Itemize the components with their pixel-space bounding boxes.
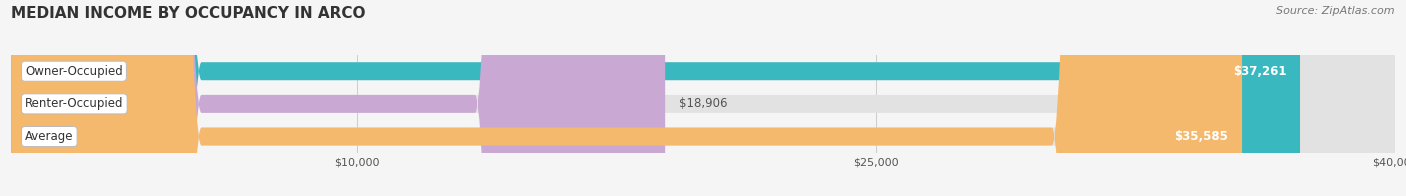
FancyBboxPatch shape <box>11 0 665 196</box>
FancyBboxPatch shape <box>11 0 1395 196</box>
FancyBboxPatch shape <box>11 0 1395 196</box>
Text: Average: Average <box>25 130 73 143</box>
FancyBboxPatch shape <box>11 0 1395 196</box>
Text: Source: ZipAtlas.com: Source: ZipAtlas.com <box>1277 6 1395 16</box>
FancyBboxPatch shape <box>11 0 1241 196</box>
Text: $35,585: $35,585 <box>1174 130 1229 143</box>
Text: $18,906: $18,906 <box>679 97 727 110</box>
Text: Renter-Occupied: Renter-Occupied <box>25 97 124 110</box>
Text: MEDIAN INCOME BY OCCUPANCY IN ARCO: MEDIAN INCOME BY OCCUPANCY IN ARCO <box>11 6 366 21</box>
Text: $37,261: $37,261 <box>1233 65 1286 78</box>
Text: Owner-Occupied: Owner-Occupied <box>25 65 122 78</box>
FancyBboxPatch shape <box>11 0 1301 196</box>
